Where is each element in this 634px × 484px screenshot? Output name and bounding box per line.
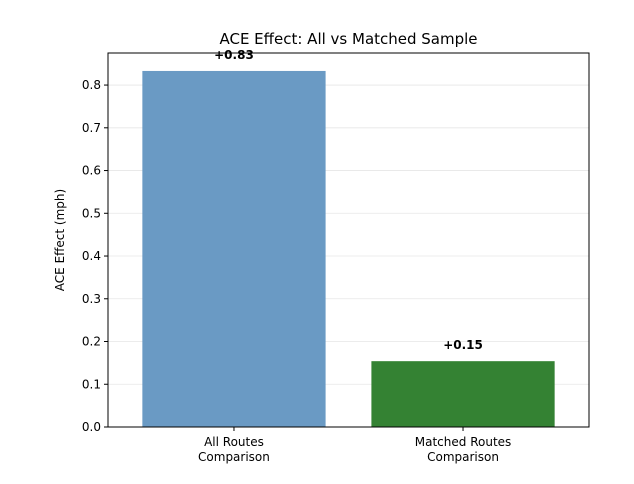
y-tick-label: 0.6 [82,164,101,178]
bar-data-label: +0.15 [443,338,483,352]
y-tick-label: 0.1 [82,377,101,391]
y-tick-label: 0.7 [82,121,101,135]
chart-title: ACE Effect: All vs Matched Sample [219,30,477,48]
y-tick-label: 0.3 [82,292,101,306]
data-labels: +0.83 +0.15 [214,48,483,352]
y-axis-title: ACE Effect (mph) [53,189,67,291]
y-tick-label: 0.5 [82,206,101,220]
x-tick-label: Comparison [427,450,499,464]
bar [371,361,555,427]
bars [142,70,555,428]
y-tick-label: 0.2 [82,335,101,349]
bar [142,70,326,428]
y-tick-label: 0.4 [82,249,101,263]
x-tick-label: Comparison [198,450,270,464]
bar-data-label: +0.83 [214,48,254,62]
y-tick-label: 0.8 [82,78,101,92]
y-tick-label: 0.0 [82,420,101,434]
x-tick-label: Matched Routes [415,435,512,449]
x-tick-label: All Routes [204,435,264,449]
y-axis-ticks: 0.0 0.1 0.2 0.3 0.4 0.5 0.6 0.7 0.8 [82,78,108,434]
plot-frame [107,52,590,428]
